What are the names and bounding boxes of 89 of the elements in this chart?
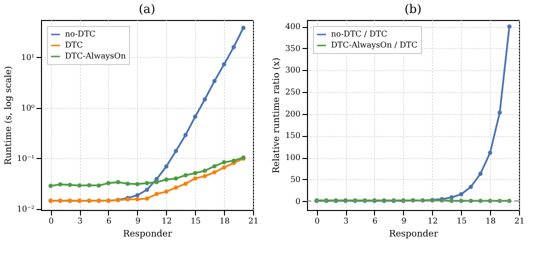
point (459, 192, 464, 196)
point (174, 186, 178, 190)
x-tick-label: 15 (456, 216, 467, 226)
point (488, 150, 492, 155)
y-tick-label: 200 (285, 109, 300, 118)
point (154, 180, 159, 184)
y-tick-label: 10⁻¹ (16, 154, 34, 163)
point (87, 183, 92, 188)
point (478, 198, 483, 203)
point (232, 158, 236, 163)
legend-label: no-DTC / DTC (331, 30, 388, 38)
point (164, 164, 168, 169)
point (96, 183, 101, 188)
x-tick-label: 21 (248, 216, 259, 226)
x-axis-title: Responder (122, 230, 173, 240)
point (193, 171, 198, 176)
x-tick-label: 18 (485, 216, 496, 226)
point (222, 62, 226, 66)
point (193, 176, 198, 181)
y-tick-label: 150 (285, 131, 300, 140)
legend-label: no-DTC (65, 30, 96, 38)
point (144, 196, 150, 201)
y-tick-label: 10⁻² (16, 204, 34, 214)
point (183, 173, 188, 178)
point (232, 44, 236, 50)
point (77, 183, 82, 188)
point (507, 24, 512, 29)
point (174, 176, 178, 181)
y-tick-label: 300 (285, 66, 300, 75)
point (241, 26, 246, 30)
x-tick-label: 3 (78, 216, 83, 226)
legend-label: DTC-AlwaysOn (65, 52, 126, 60)
x-tick-label: 18 (219, 216, 230, 226)
y-tick-label: 350 (285, 44, 300, 53)
point (212, 164, 217, 168)
point (144, 188, 150, 192)
y-tick-label: 250 (285, 88, 300, 97)
point (116, 180, 120, 184)
point (48, 184, 53, 188)
point (126, 182, 130, 186)
y-tick-label: 10⁰ (21, 103, 34, 112)
x-tick-label: 21 (514, 216, 525, 226)
y-tick-label: 400 (285, 22, 300, 32)
x-tick-label: 3 (344, 216, 349, 226)
y-tick-label: 10¹ (21, 52, 34, 62)
point (183, 182, 188, 186)
point (212, 170, 217, 174)
point (174, 148, 178, 154)
x-tick-label: 12 (162, 216, 172, 226)
point (202, 174, 207, 178)
point (164, 189, 168, 194)
x-tick-label: 6 (372, 216, 378, 226)
point (183, 132, 188, 138)
point (449, 195, 454, 200)
x-tick-label: 9 (135, 216, 140, 226)
point (498, 110, 502, 115)
point (212, 78, 217, 84)
x-tick-label: 12 (428, 216, 438, 226)
y-tick-label: 0 (295, 196, 300, 206)
x-tick-label: 15 (190, 216, 201, 226)
x-tick-label: 6 (106, 216, 112, 226)
point (135, 197, 140, 202)
point (135, 193, 140, 198)
point (202, 168, 207, 173)
chart-title: (a) (138, 2, 156, 16)
y-axis-title: Runtime (s, log scale) (4, 66, 14, 166)
point (154, 192, 159, 196)
x-axis-title: Responder (388, 230, 439, 240)
x-tick-label: 0 (314, 216, 320, 226)
point (144, 180, 150, 186)
x-tick-label: 9 (401, 216, 406, 226)
y-axis-title: Relative runtime ratio (x) (272, 58, 282, 174)
point (478, 172, 483, 176)
x-tick-label: 0 (48, 216, 54, 226)
point (193, 114, 198, 119)
point (68, 182, 72, 188)
point (222, 160, 226, 164)
point (222, 165, 226, 170)
point (106, 180, 111, 186)
chart-title: (b) (404, 2, 422, 16)
point (164, 177, 168, 182)
legend-label: DTC-AlwaysOn / DTC (331, 40, 418, 50)
point (58, 182, 62, 186)
point (468, 184, 473, 189)
legend-label: DTC (65, 40, 83, 50)
point (135, 182, 140, 186)
y-tick-label: 50 (290, 174, 300, 184)
y-tick-label: 100 (285, 153, 300, 162)
point (202, 97, 207, 102)
